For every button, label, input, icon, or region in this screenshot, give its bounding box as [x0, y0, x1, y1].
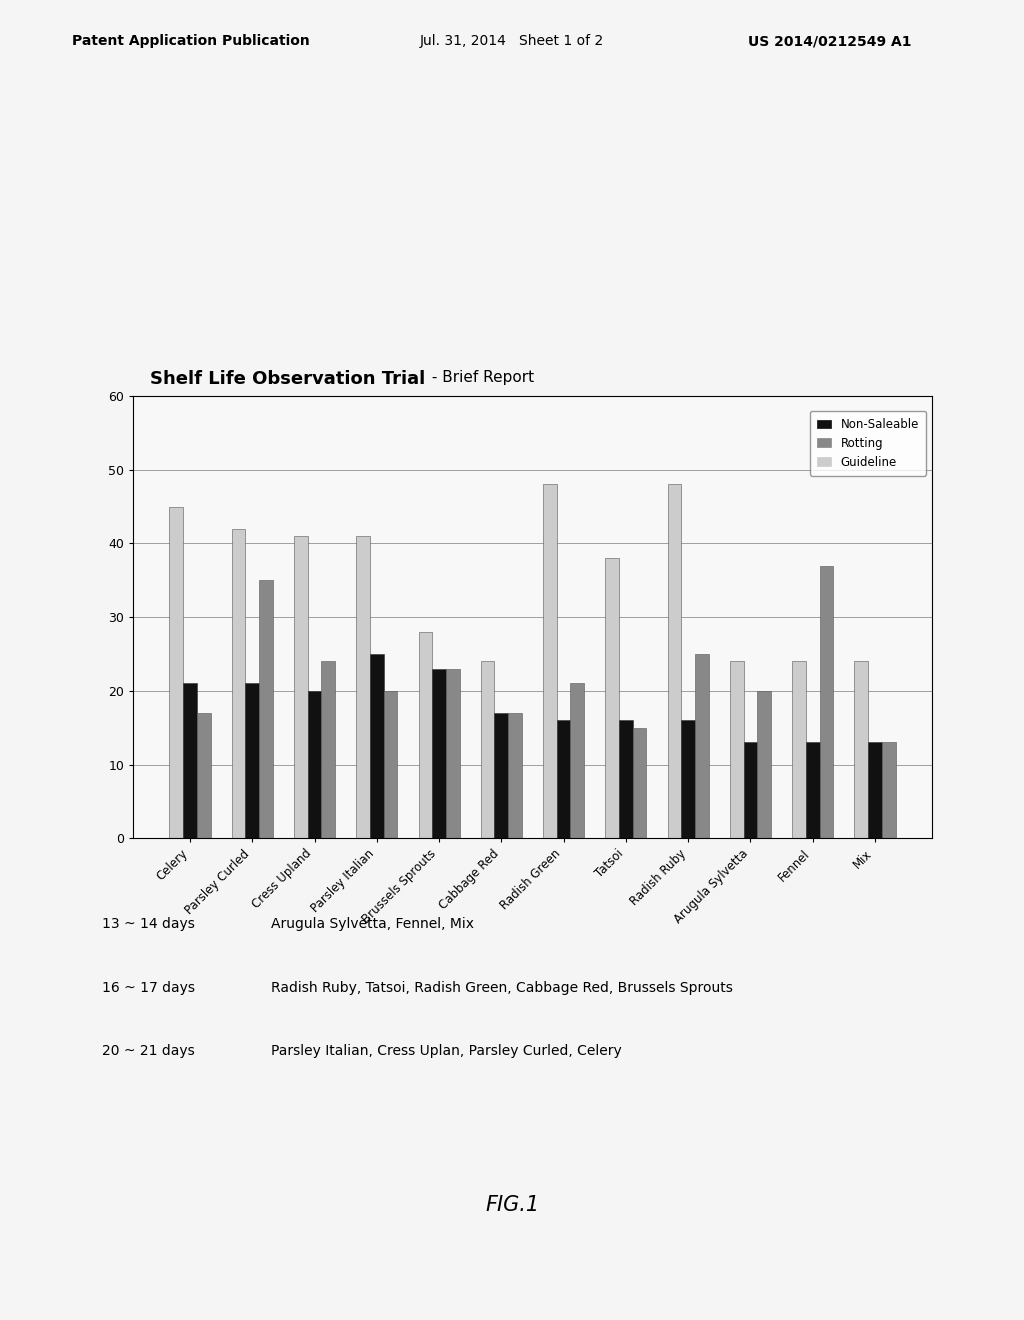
Bar: [743, 742, 758, 838]
Bar: [557, 721, 570, 838]
Bar: [793, 661, 806, 838]
Text: FIG.1: FIG.1: [485, 1195, 539, 1214]
Bar: [854, 661, 868, 838]
Bar: [495, 713, 508, 838]
Text: US 2014/0212549 A1: US 2014/0212549 A1: [748, 34, 911, 49]
Bar: [294, 536, 307, 838]
Bar: [681, 721, 695, 838]
Bar: [384, 690, 397, 838]
Bar: [819, 565, 834, 838]
Bar: [605, 558, 620, 838]
Bar: [570, 684, 584, 838]
Text: Parsley Italian, Cress Uplan, Parsley Curled, Celery: Parsley Italian, Cress Uplan, Parsley Cu…: [271, 1044, 623, 1059]
Bar: [197, 713, 211, 838]
Bar: [758, 690, 771, 838]
Text: Shelf Life Observation Trial: Shelf Life Observation Trial: [150, 370, 425, 388]
Bar: [356, 536, 370, 838]
Bar: [169, 507, 183, 838]
Bar: [481, 661, 495, 838]
Bar: [668, 484, 681, 838]
Bar: [633, 727, 646, 838]
Text: 20 ~ 21 days: 20 ~ 21 days: [102, 1044, 196, 1059]
Bar: [620, 721, 633, 838]
Bar: [730, 661, 743, 838]
Bar: [882, 742, 896, 838]
Bar: [246, 684, 259, 838]
Text: 16 ~ 17 days: 16 ~ 17 days: [102, 981, 196, 995]
Text: - Brief Report: - Brief Report: [427, 370, 535, 384]
Text: Jul. 31, 2014   Sheet 1 of 2: Jul. 31, 2014 Sheet 1 of 2: [420, 34, 604, 49]
Text: 13 ~ 14 days: 13 ~ 14 days: [102, 917, 196, 932]
Bar: [322, 661, 335, 838]
Bar: [307, 690, 322, 838]
Bar: [508, 713, 522, 838]
Bar: [806, 742, 819, 838]
Bar: [695, 653, 709, 838]
Bar: [370, 653, 384, 838]
Text: Radish Ruby, Tatsoi, Radish Green, Cabbage Red, Brussels Sprouts: Radish Ruby, Tatsoi, Radish Green, Cabba…: [271, 981, 733, 995]
Bar: [259, 581, 272, 838]
Text: Arugula Sylvetta, Fennel, Mix: Arugula Sylvetta, Fennel, Mix: [271, 917, 474, 932]
Bar: [231, 529, 246, 838]
Text: Patent Application Publication: Patent Application Publication: [72, 34, 309, 49]
Bar: [419, 632, 432, 838]
Bar: [432, 669, 445, 838]
Legend: Non-Saleable, Rotting, Guideline: Non-Saleable, Rotting, Guideline: [810, 411, 926, 475]
Bar: [445, 669, 460, 838]
Bar: [183, 684, 197, 838]
Bar: [868, 742, 882, 838]
Bar: [543, 484, 557, 838]
